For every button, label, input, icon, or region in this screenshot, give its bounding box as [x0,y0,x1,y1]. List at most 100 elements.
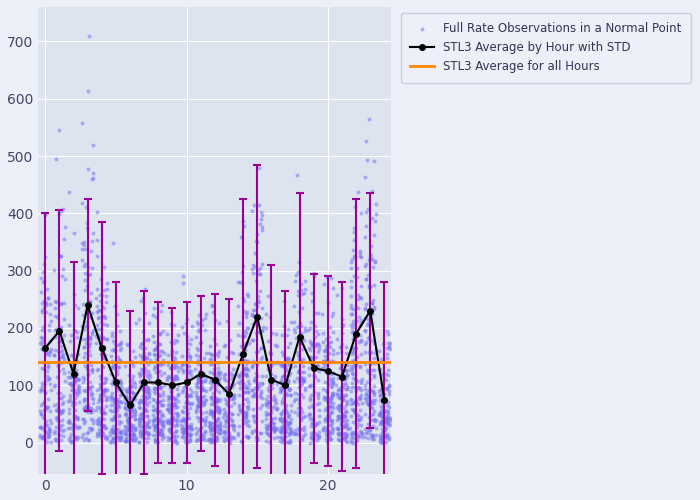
Full Rate Observations in a Normal Point [326,312,337,320]
Full Rate Observations in a Normal Point [184,422,195,430]
Full Rate Observations in a Normal Point [298,413,309,421]
Full Rate Observations in a Normal Point [340,366,351,374]
Full Rate Observations in a Normal Point [134,352,146,360]
Full Rate Observations in a Normal Point [158,349,169,357]
Full Rate Observations in a Normal Point [86,394,97,402]
Full Rate Observations in a Normal Point [345,396,356,404]
Full Rate Observations in a Normal Point [135,410,146,418]
Full Rate Observations in a Normal Point [122,416,134,424]
Full Rate Observations in a Normal Point [91,208,102,216]
Full Rate Observations in a Normal Point [247,320,258,328]
Full Rate Observations in a Normal Point [338,360,349,368]
Full Rate Observations in a Normal Point [252,348,263,356]
Full Rate Observations in a Normal Point [345,301,356,309]
Full Rate Observations in a Normal Point [363,115,374,123]
Full Rate Observations in a Normal Point [84,378,95,386]
Full Rate Observations in a Normal Point [280,356,291,364]
Full Rate Observations in a Normal Point [204,378,216,386]
Full Rate Observations in a Normal Point [86,408,97,416]
Full Rate Observations in a Normal Point [127,362,139,370]
Full Rate Observations in a Normal Point [183,392,194,400]
Full Rate Observations in a Normal Point [223,432,234,440]
Full Rate Observations in a Normal Point [288,324,300,332]
Full Rate Observations in a Normal Point [135,364,146,372]
Full Rate Observations in a Normal Point [78,358,90,366]
Full Rate Observations in a Normal Point [267,329,278,337]
Full Rate Observations in a Normal Point [66,362,78,370]
Full Rate Observations in a Normal Point [214,422,225,430]
Full Rate Observations in a Normal Point [185,385,196,393]
Full Rate Observations in a Normal Point [384,414,395,422]
Full Rate Observations in a Normal Point [139,400,150,408]
Full Rate Observations in a Normal Point [263,382,274,390]
Full Rate Observations in a Normal Point [323,402,335,410]
Full Rate Observations in a Normal Point [368,158,379,166]
Full Rate Observations in a Normal Point [121,434,132,442]
Full Rate Observations in a Normal Point [223,377,234,385]
Full Rate Observations in a Normal Point [336,315,347,323]
Full Rate Observations in a Normal Point [55,252,66,260]
Full Rate Observations in a Normal Point [169,356,181,364]
Full Rate Observations in a Normal Point [312,436,323,444]
Full Rate Observations in a Normal Point [181,382,192,390]
Full Rate Observations in a Normal Point [156,360,167,368]
Full Rate Observations in a Normal Point [167,374,178,382]
Full Rate Observations in a Normal Point [116,398,127,406]
Full Rate Observations in a Normal Point [318,395,330,403]
Full Rate Observations in a Normal Point [113,403,125,411]
Full Rate Observations in a Normal Point [300,276,311,284]
Full Rate Observations in a Normal Point [349,332,360,340]
Full Rate Observations in a Normal Point [134,432,146,440]
Full Rate Observations in a Normal Point [171,348,182,356]
Full Rate Observations in a Normal Point [80,322,91,330]
Full Rate Observations in a Normal Point [376,408,387,416]
Full Rate Observations in a Normal Point [295,381,307,389]
Full Rate Observations in a Normal Point [164,409,175,417]
Full Rate Observations in a Normal Point [317,358,328,366]
Full Rate Observations in a Normal Point [369,417,380,425]
Full Rate Observations in a Normal Point [262,398,273,406]
Full Rate Observations in a Normal Point [186,400,197,407]
Full Rate Observations in a Normal Point [83,271,94,279]
Full Rate Observations in a Normal Point [332,429,344,437]
Full Rate Observations in a Normal Point [240,360,251,368]
Full Rate Observations in a Normal Point [256,394,267,402]
Full Rate Observations in a Normal Point [87,174,98,182]
Full Rate Observations in a Normal Point [338,374,349,382]
Full Rate Observations in a Normal Point [169,410,180,418]
Full Rate Observations in a Normal Point [311,420,322,428]
Full Rate Observations in a Normal Point [384,433,395,441]
Full Rate Observations in a Normal Point [109,340,120,348]
Full Rate Observations in a Normal Point [134,428,146,436]
Full Rate Observations in a Normal Point [363,256,374,264]
Full Rate Observations in a Normal Point [339,436,350,444]
Full Rate Observations in a Normal Point [193,402,204,410]
Full Rate Observations in a Normal Point [339,404,350,412]
Full Rate Observations in a Normal Point [351,318,363,326]
Full Rate Observations in a Normal Point [155,384,167,392]
STL3 Average by Hour with STD [168,382,176,388]
Full Rate Observations in a Normal Point [130,426,141,434]
Full Rate Observations in a Normal Point [290,428,302,436]
Full Rate Observations in a Normal Point [196,416,207,424]
Full Rate Observations in a Normal Point [35,431,46,439]
Full Rate Observations in a Normal Point [375,431,386,439]
Full Rate Observations in a Normal Point [256,380,267,388]
Full Rate Observations in a Normal Point [150,431,161,439]
Full Rate Observations in a Normal Point [130,396,141,404]
Full Rate Observations in a Normal Point [363,334,374,342]
Full Rate Observations in a Normal Point [261,395,272,403]
Full Rate Observations in a Normal Point [215,429,226,437]
Full Rate Observations in a Normal Point [199,427,211,435]
Full Rate Observations in a Normal Point [57,432,69,440]
Full Rate Observations in a Normal Point [251,314,262,322]
Full Rate Observations in a Normal Point [127,388,138,396]
Full Rate Observations in a Normal Point [168,395,179,403]
Full Rate Observations in a Normal Point [170,438,181,446]
Full Rate Observations in a Normal Point [377,438,388,446]
Full Rate Observations in a Normal Point [165,414,176,422]
Full Rate Observations in a Normal Point [332,374,343,382]
Full Rate Observations in a Normal Point [270,414,281,422]
Full Rate Observations in a Normal Point [149,345,160,353]
Full Rate Observations in a Normal Point [170,394,181,402]
